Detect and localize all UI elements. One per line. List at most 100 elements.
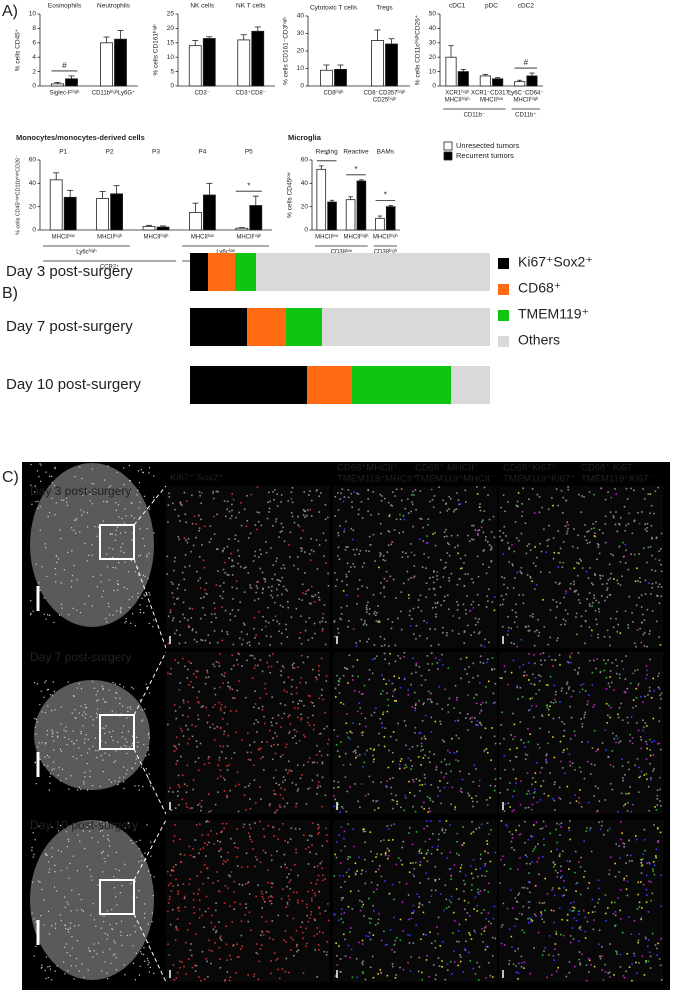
image-pixel xyxy=(624,691,626,693)
image-pixel xyxy=(600,829,602,831)
image-pixel xyxy=(609,717,611,719)
image-pixel xyxy=(562,512,564,514)
image-pixel xyxy=(487,600,489,602)
image-pixel xyxy=(574,966,576,968)
image-pixel xyxy=(521,914,523,916)
image-pixel xyxy=(198,691,200,693)
tissue-speck xyxy=(138,470,139,471)
image-pixel xyxy=(253,706,255,708)
image-pixel xyxy=(189,808,191,810)
image-pixel xyxy=(221,630,223,632)
image-pixel xyxy=(432,801,434,803)
image-pixel xyxy=(630,553,632,555)
image-pixel xyxy=(636,604,638,606)
image-pixel xyxy=(651,697,653,699)
image-pixel xyxy=(580,857,582,859)
image-pixel xyxy=(395,974,397,976)
image-pixel xyxy=(390,736,392,738)
image-pixel xyxy=(171,581,173,583)
image-pixel xyxy=(248,537,250,539)
tissue-speck xyxy=(73,731,74,732)
tissue-speck xyxy=(103,520,104,521)
image-pixel xyxy=(241,631,243,633)
image-pixel xyxy=(635,688,637,690)
tissue-speck xyxy=(80,705,81,706)
image-pixel xyxy=(628,761,630,763)
image-pixel xyxy=(609,686,611,688)
image-pixel xyxy=(396,739,398,741)
image-pixel xyxy=(584,536,586,538)
tissue-speck xyxy=(61,851,62,852)
image-pixel xyxy=(634,670,636,672)
image-pixel xyxy=(410,760,412,762)
image-pixel xyxy=(325,562,327,564)
image-pixel xyxy=(353,549,355,551)
image-pixel xyxy=(172,909,174,911)
tissue-speck xyxy=(144,709,145,710)
tissue-speck xyxy=(49,615,50,616)
tissue-speck xyxy=(36,564,37,565)
image-pixel xyxy=(427,825,429,827)
image-pixel xyxy=(576,800,578,802)
image-pixel xyxy=(655,558,657,560)
image-pixel xyxy=(340,850,342,852)
tissue-speck xyxy=(47,966,48,967)
image-pixel xyxy=(452,630,454,632)
tissue-speck xyxy=(66,502,67,503)
tissue-speck xyxy=(56,555,57,556)
tissue-speck xyxy=(126,753,127,754)
tissue-speck xyxy=(102,760,103,761)
image-pixel xyxy=(191,807,193,809)
image-pixel xyxy=(297,703,299,705)
image-pixel xyxy=(560,741,562,743)
image-pixel xyxy=(254,779,256,781)
image-pixel xyxy=(364,753,366,755)
tissue-speck xyxy=(134,925,135,926)
image-pixel xyxy=(219,687,221,689)
image-pixel xyxy=(180,853,182,855)
tissue-speck xyxy=(138,789,139,790)
image-pixel xyxy=(418,957,420,959)
image-pixel xyxy=(175,710,177,712)
tissue-speck xyxy=(100,786,101,787)
image-pixel xyxy=(236,659,238,661)
tissue-speck xyxy=(88,739,89,740)
image-pixel xyxy=(419,790,421,792)
tissue-speck xyxy=(118,504,119,505)
tissue-speck xyxy=(84,543,85,544)
tissue-speck xyxy=(116,610,117,611)
image-pixel xyxy=(578,910,580,912)
image-pixel xyxy=(230,976,232,978)
image-pixel xyxy=(227,852,229,854)
tissue-speck xyxy=(128,571,129,572)
subtitle: Eosinophils xyxy=(48,3,82,10)
tissue-speck xyxy=(128,731,129,732)
image-pixel xyxy=(488,962,490,964)
image-pixel xyxy=(486,748,488,750)
tissue-speck xyxy=(98,942,99,943)
image-pixel xyxy=(309,835,311,837)
image-pixel xyxy=(184,896,186,898)
tissue-speck xyxy=(85,704,86,705)
tissue-speck xyxy=(146,556,147,557)
image-pixel xyxy=(191,494,193,496)
image-pixel xyxy=(415,811,417,813)
image-pixel xyxy=(635,705,637,707)
tissue-speck xyxy=(150,856,151,857)
image-pixel xyxy=(467,625,469,627)
image-pixel xyxy=(591,528,593,530)
image-pixel xyxy=(628,916,630,918)
image-pixel xyxy=(421,675,423,677)
image-pixel xyxy=(182,614,184,616)
image-pixel xyxy=(563,597,565,599)
bar-segment xyxy=(256,253,490,291)
tissue-speck xyxy=(91,837,92,838)
image-pixel xyxy=(305,848,307,850)
image-pixel xyxy=(326,675,328,677)
image-pixel xyxy=(413,910,415,912)
image-pixel xyxy=(318,592,320,594)
image-pixel xyxy=(384,880,386,882)
tissue-speck xyxy=(97,691,98,692)
image-pixel xyxy=(373,977,375,979)
image-pixel xyxy=(408,894,410,896)
